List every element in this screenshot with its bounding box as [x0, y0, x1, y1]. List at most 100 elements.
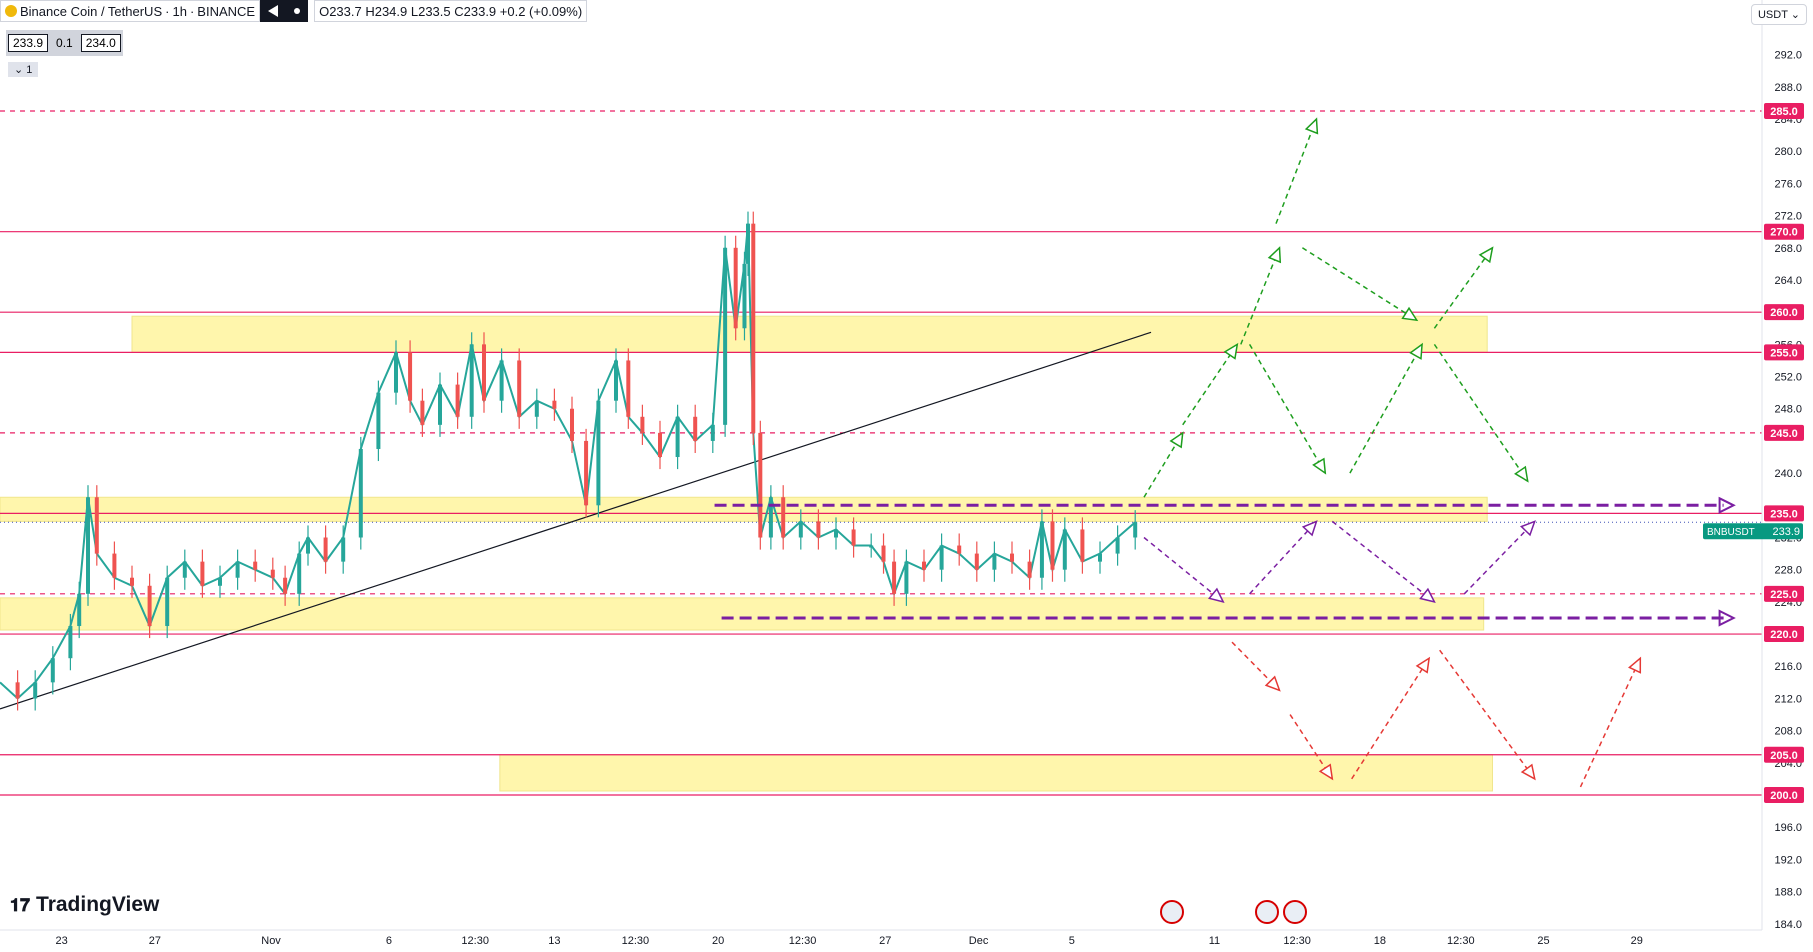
projection-arrow-head	[1419, 587, 1436, 603]
trendline	[0, 331, 1152, 710]
projection-arrow-head	[1415, 656, 1431, 674]
bid-price[interactable]: 233.9	[8, 34, 49, 52]
price-candle-body	[253, 561, 258, 570]
economic-event-icon[interactable]	[1255, 900, 1279, 924]
price-candle-body	[394, 352, 398, 393]
symbol-box[interactable]: Binance Coin / TetherUS · 1h · BINANCE	[0, 0, 261, 22]
price-axis	[1762, 0, 1813, 930]
chevron-down-icon: ⌄	[14, 64, 24, 76]
price-candle-body	[881, 545, 886, 562]
price-candle-body	[758, 432, 763, 538]
price-candle-body	[86, 497, 90, 594]
projection-arrow-head	[1208, 587, 1225, 603]
economic-event-icon[interactable]	[1283, 900, 1307, 924]
price-candle-body	[614, 360, 618, 401]
price-label-text: 245.0	[1770, 428, 1798, 440]
support-resistance-zone	[0, 496, 1488, 522]
y-tick-label: 196.0	[1774, 822, 1802, 834]
projection-arrow-head	[1478, 246, 1494, 264]
flag-icon[interactable]	[268, 5, 279, 17]
price-candle-body	[834, 529, 838, 538]
x-tick-label: 11	[1209, 935, 1220, 947]
price-label-text: 270.0	[1770, 227, 1798, 239]
price-candle-body	[1080, 529, 1085, 562]
y-tick-label: 268.0	[1774, 243, 1802, 255]
currency-selector[interactable]: USDT ⌄	[1750, 4, 1807, 25]
projection-arrow-head	[1267, 246, 1282, 264]
price-candle-body	[675, 416, 680, 458]
price-label-text: 225.0	[1770, 589, 1798, 601]
price-candle-body	[165, 577, 170, 627]
bnb-coin-icon	[5, 5, 17, 17]
price-candle-body	[182, 561, 187, 578]
price-candle-body	[323, 537, 328, 562]
price-label-badge	[1764, 505, 1804, 522]
last-price-badge	[1703, 523, 1803, 540]
ohlc-values: O233.7 H234.9 L233.5 C233.9 +0.2 (+0.09%…	[314, 0, 588, 22]
price-candle-body	[438, 384, 442, 425]
price-candle-body	[112, 553, 117, 578]
projection-arrow-head	[1718, 496, 1736, 514]
price-candle-body	[130, 577, 134, 586]
last-price-value: 233.9	[1772, 526, 1800, 538]
x-tick-label: 13	[548, 935, 560, 947]
projection-arrow-head	[1401, 306, 1419, 322]
projection-arrow-head	[1312, 457, 1327, 475]
price-label-text: 205.0	[1770, 750, 1798, 762]
exchange: BINANCE	[197, 3, 256, 19]
price-candle-body	[68, 626, 73, 659]
price-candle-body	[408, 352, 413, 401]
projection-arrow-head	[1718, 609, 1736, 627]
y-tick-label: 192.0	[1774, 854, 1802, 866]
x-tick-label: 27	[879, 935, 891, 947]
y-tick-label: 264.0	[1774, 275, 1802, 287]
projection-arrow-head	[1169, 431, 1184, 449]
last-price-symbol: BNBUSDT	[1707, 527, 1755, 538]
projection-arrow	[1248, 343, 1326, 474]
support-resistance-zone	[499, 754, 1493, 792]
currency-label: USDT	[1757, 9, 1788, 21]
economic-event-icon[interactable]	[1160, 900, 1184, 924]
x-tick-label: 12:30	[461, 935, 489, 947]
y-tick-label: 288.0	[1774, 82, 1802, 94]
legend-toggle[interactable]: ⌄ 1	[8, 62, 39, 77]
x-tick-label: 18	[1374, 935, 1386, 947]
price-candle-body	[904, 561, 909, 594]
y-tick-label: 216.0	[1774, 661, 1802, 673]
price-label-text: 220.0	[1770, 629, 1798, 641]
price-candle-body	[15, 682, 20, 699]
projection-arrow	[1143, 432, 1184, 498]
projection-arrow	[1351, 657, 1430, 780]
price-label-badge	[1764, 585, 1804, 602]
price-label-badge	[1764, 304, 1804, 321]
price-candle-body	[1027, 561, 1032, 578]
price-candle-body	[341, 537, 346, 562]
ask-price[interactable]: 234.0	[80, 34, 121, 52]
price-candle-body	[816, 521, 821, 538]
interval[interactable]: 1h	[172, 3, 187, 19]
price-candle-body	[869, 545, 874, 548]
y-tick-label: 212.0	[1774, 693, 1802, 705]
logo-text: TradingView	[36, 893, 160, 916]
price-candle-body	[218, 577, 222, 586]
projection-arrow-head	[1519, 520, 1536, 537]
price-label-text: 285.0	[1770, 106, 1798, 118]
price-candle-body	[235, 561, 240, 578]
y-tick-label: 208.0	[1774, 726, 1802, 738]
x-tick-label: 27	[149, 935, 161, 947]
tradingview-logo[interactable]: 𝟏𝟕 TradingView	[10, 893, 159, 917]
price-candle-body	[420, 400, 425, 425]
price-candle-body	[534, 400, 539, 417]
price-candle-body	[693, 416, 698, 441]
projection-arrow-head	[1223, 342, 1239, 360]
x-tick-label: Nov	[261, 935, 281, 947]
y-tick-label: 272.0	[1774, 211, 1802, 223]
x-tick-label: 12:30	[622, 935, 650, 947]
price-label-badge	[1764, 103, 1804, 119]
price-candle-body	[570, 408, 574, 441]
price-candle-body	[1133, 522, 1138, 538]
price-series-line	[0, 223, 1136, 700]
price-candle-body	[1062, 529, 1067, 570]
projection-arrow-head	[1409, 342, 1423, 360]
